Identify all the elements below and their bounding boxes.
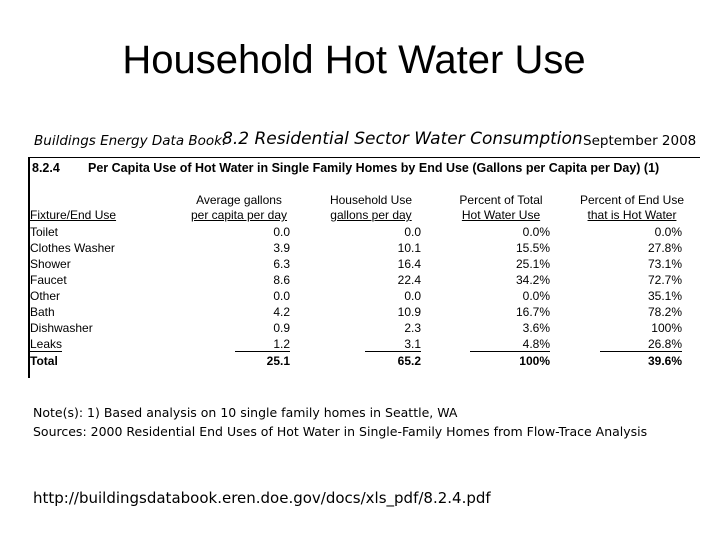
row-household: 10.1 bbox=[397, 241, 421, 255]
row-avg: 0.0 bbox=[273, 225, 290, 239]
row-name: Shower bbox=[30, 257, 71, 271]
sources-text: Sources: 2000 Residential End Uses of Ho… bbox=[33, 424, 648, 439]
source-url: http://buildingsdatabook.eren.doe.gov/do… bbox=[33, 489, 491, 507]
column-header-fixture: Fixture/End Use bbox=[30, 208, 117, 222]
note-text: Note(s): 1) Based analysis on 10 single … bbox=[33, 405, 458, 420]
row-avg: 4.2 bbox=[273, 305, 290, 319]
row-name: Bath bbox=[30, 305, 55, 319]
total-label: Total bbox=[30, 354, 58, 368]
row-pct-total: 16.7% bbox=[515, 305, 550, 319]
row-pct-end: 26.8% bbox=[600, 337, 682, 352]
table-caption: 8.2.4 Per Capita Use of Hot Water in Sing… bbox=[32, 161, 659, 175]
row-household: 0.0 bbox=[404, 225, 421, 239]
table-notes: Note(s): 1) Based analysis on 10 single … bbox=[33, 403, 647, 441]
total-avg: 25.1 bbox=[266, 354, 290, 368]
row-pct-total: 25.1% bbox=[515, 257, 550, 271]
row-pct-total: 4.8% bbox=[470, 337, 550, 352]
row-pct-end: 35.1% bbox=[647, 289, 682, 303]
row-name: Dishwasher bbox=[30, 321, 93, 335]
table-title: Per Capita Use of Hot Water in Single Fa… bbox=[88, 161, 660, 175]
row-household: 10.9 bbox=[397, 305, 421, 319]
row-name: Other bbox=[30, 289, 61, 303]
publication-date: September 2008 bbox=[583, 133, 697, 149]
row-pct-total: 34.2% bbox=[515, 273, 550, 287]
row-household: 16.4 bbox=[397, 257, 421, 271]
row-avg: 0.9 bbox=[273, 321, 290, 335]
row-pct-total: 3.6% bbox=[522, 321, 550, 335]
table-row: Other 0.0 0.0 0.0% 35.1% bbox=[30, 289, 690, 305]
row-name: Toilet bbox=[30, 225, 59, 239]
table-row: Bath 4.2 10.9 16.7% 78.2% bbox=[30, 305, 690, 321]
section-title: 8.2 Residential Sector Water Consumption bbox=[222, 129, 583, 149]
total-pct-total: 100% bbox=[519, 354, 550, 368]
table-row: Toilet 0.0 0.0 0.0% 0.0% bbox=[30, 225, 690, 241]
row-name: Faucet bbox=[30, 273, 67, 287]
table-row: Shower 6.3 16.4 25.1% 73.1% bbox=[30, 257, 690, 273]
row-pct-total: 15.5% bbox=[515, 241, 550, 255]
row-household: 3.1 bbox=[365, 337, 421, 352]
row-pct-total: 0.0% bbox=[522, 289, 550, 303]
row-household: 22.4 bbox=[397, 273, 421, 287]
column-header-pct-end-line2: that is Hot Water bbox=[587, 208, 677, 222]
table-row: Dishwasher 0.9 2.3 3.6% 100% bbox=[30, 321, 690, 337]
source-book-label: Buildings Energy Data Book: bbox=[34, 133, 227, 149]
column-header-avg-line2: per capita per day bbox=[190, 208, 288, 222]
column-header-household-line2: gallons per day bbox=[330, 208, 412, 222]
table-total-row: Total 25.1 65.2 100% 39.6% bbox=[30, 354, 690, 370]
row-name: Leaks bbox=[30, 337, 63, 352]
column-header-pct-total-line2: Hot Water Use bbox=[461, 208, 541, 222]
total-household: 65.2 bbox=[397, 354, 421, 368]
row-pct-end: 78.2% bbox=[647, 305, 682, 319]
row-avg: 0.0 bbox=[273, 289, 290, 303]
row-household: 0.0 bbox=[404, 289, 421, 303]
row-avg: 3.9 bbox=[273, 241, 290, 255]
row-pct-end: 73.1% bbox=[647, 257, 682, 271]
column-header-avg: Average gallons per capita per day bbox=[183, 193, 295, 223]
table-frame bbox=[28, 157, 700, 379]
row-pct-end: 100% bbox=[651, 321, 682, 335]
column-header-pct-total-line1: Percent of Total bbox=[459, 193, 543, 207]
row-avg: 6.3 bbox=[273, 257, 290, 271]
table-number: 8.2.4 bbox=[32, 161, 60, 175]
row-pct-end: 0.0% bbox=[654, 225, 682, 239]
row-pct-total: 0.0% bbox=[522, 225, 550, 239]
column-header-pct-total: Percent of Total Hot Water Use bbox=[449, 193, 553, 223]
column-header-pct-end-line1: Percent of End Use bbox=[579, 193, 685, 207]
column-header-household-line1: Household Use bbox=[329, 193, 413, 207]
row-name: Clothes Washer bbox=[30, 241, 115, 255]
table-row: Leaks 1.2 3.1 4.8% 26.8% bbox=[30, 337, 690, 353]
column-header-pct-end: Percent of End Use that is Hot Water bbox=[571, 193, 693, 223]
table-frame-left-border bbox=[28, 157, 30, 378]
row-avg: 1.2 bbox=[235, 337, 290, 352]
row-household: 2.3 bbox=[404, 321, 421, 335]
row-pct-end: 72.7% bbox=[647, 273, 682, 287]
table-row: Clothes Washer 3.9 10.1 15.5% 27.8% bbox=[30, 241, 690, 257]
table-row: Faucet 8.6 22.4 34.2% 72.7% bbox=[30, 273, 690, 289]
slide-title: Household Hot Water Use bbox=[122, 38, 586, 82]
column-header-household: Household Use gallons per day bbox=[322, 193, 420, 223]
row-avg: 8.6 bbox=[273, 273, 290, 287]
row-pct-end: 27.8% bbox=[647, 241, 682, 255]
column-header-avg-line1: Average gallons bbox=[196, 193, 282, 207]
total-pct-end: 39.6% bbox=[647, 354, 682, 368]
